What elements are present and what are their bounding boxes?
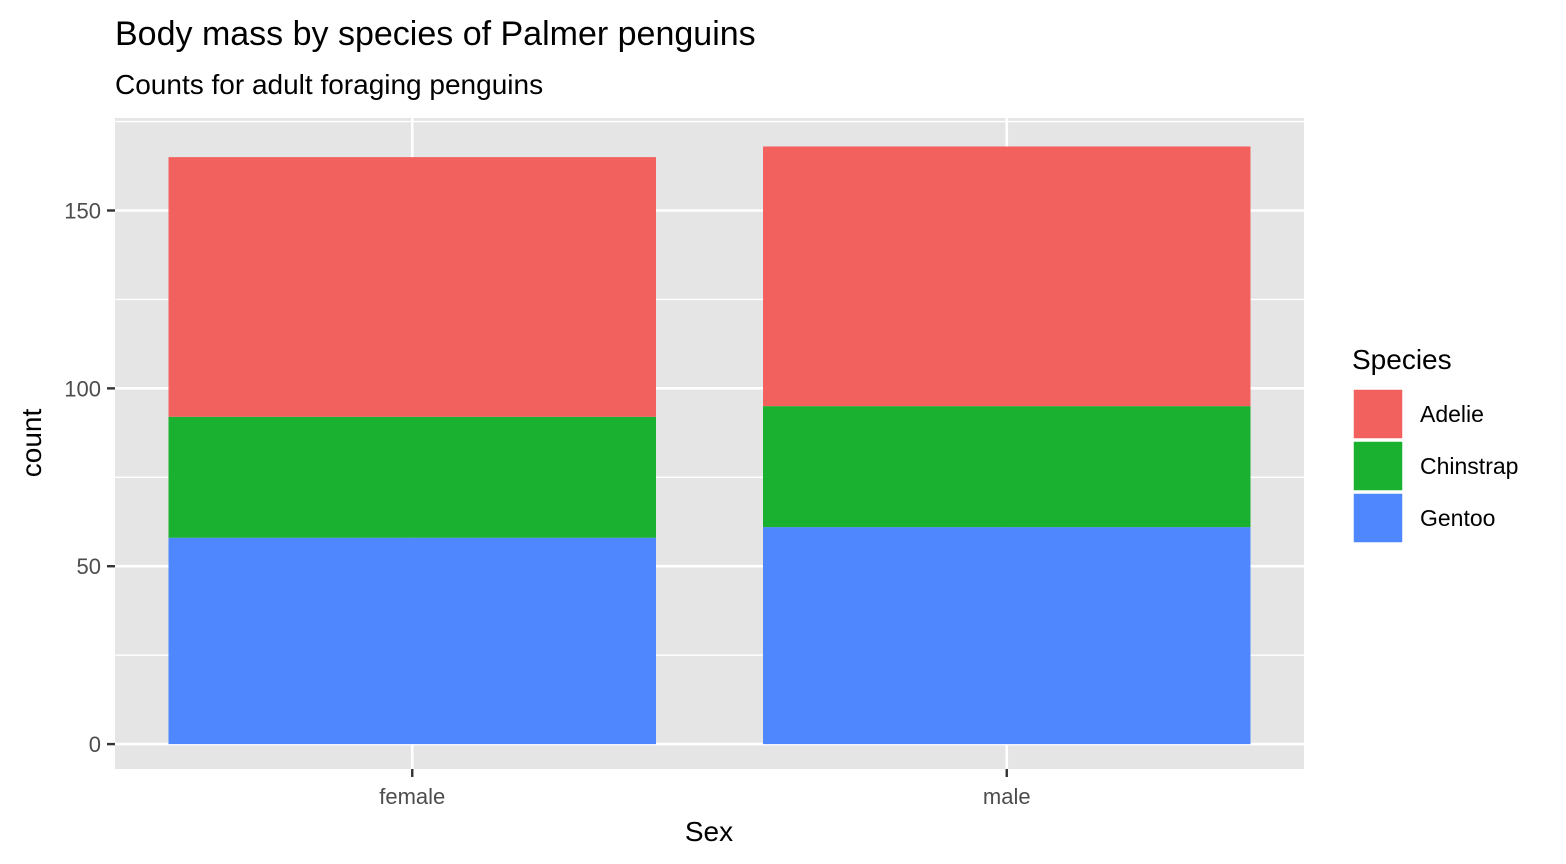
- chart-title: Body mass by species of Palmer penguins: [115, 15, 756, 53]
- chart-subtitle: Counts for adult foraging penguins: [115, 69, 543, 100]
- bar-male-gentoo: [763, 527, 1251, 745]
- legend-key-adelie: [1352, 388, 1404, 440]
- legend-title: Species: [1352, 344, 1452, 375]
- legend-key-gentoo: [1352, 492, 1404, 544]
- y-axis-title: count: [16, 409, 47, 478]
- y-tick-label: 0: [89, 732, 101, 757]
- legend-label-chinstrap: Chinstrap: [1420, 453, 1518, 479]
- y-tick-label: 50: [77, 554, 101, 579]
- bar-layer: [168, 146, 1251, 745]
- bar-male-adelie: [763, 146, 1251, 407]
- y-tick-label: 100: [64, 376, 101, 401]
- y-tick-label: 150: [64, 198, 101, 223]
- legend: Species Adelie Chinstrap Gentoo: [1352, 344, 1518, 544]
- legend-key-chinstrap: [1352, 440, 1404, 492]
- bar-female-adelie: [168, 157, 656, 417]
- bar-male-chinstrap: [763, 406, 1251, 528]
- axes: 0 50 100 150 female male: [64, 198, 1030, 809]
- x-tick-label: female: [379, 784, 445, 809]
- bar-female-gentoo: [168, 537, 656, 745]
- legend-items: Adelie Chinstrap Gentoo: [1352, 388, 1518, 544]
- legend-label-gentoo: Gentoo: [1420, 505, 1495, 531]
- legend-label-adelie: Adelie: [1420, 401, 1484, 427]
- bar-female-chinstrap: [168, 416, 656, 538]
- x-tick-label: male: [983, 784, 1031, 809]
- x-axis-title: Sex: [685, 816, 733, 847]
